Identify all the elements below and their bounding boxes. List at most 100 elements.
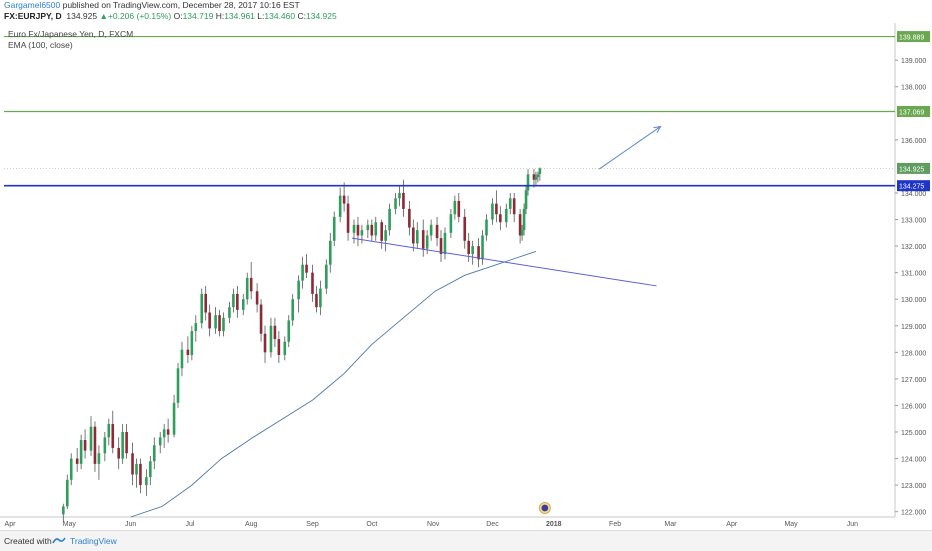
candle-body [325, 264, 328, 289]
candle-body [518, 214, 522, 236]
candle-body [429, 224, 433, 236]
candle-body [287, 320, 291, 342]
candle-body [204, 293, 207, 313]
candle-body [311, 272, 314, 294]
candle-body [103, 437, 107, 454]
candle-body [415, 230, 419, 244]
close-label: C: [297, 11, 307, 21]
candle-body [180, 349, 184, 369]
y-tick-label: 138.000 [901, 85, 926, 92]
candle-body [75, 458, 79, 464]
candle-body [245, 277, 249, 300]
x-tick-label: Feb [609, 521, 621, 528]
candle-body [277, 339, 281, 355]
candle-body [89, 426, 93, 451]
last-price: 134.925 [66, 11, 98, 21]
candle-body [117, 447, 120, 459]
instrument-legend: Euro Fx/Japanese Yen, D, FXCM [8, 29, 134, 39]
level-tag-label: 139.889 [899, 35, 924, 42]
candle-body [522, 208, 526, 231]
candle-body [360, 230, 364, 236]
candle-body [520, 230, 524, 236]
candle-body [97, 453, 101, 464]
x-tick-label: May [63, 521, 77, 528]
candle-body [374, 222, 378, 236]
publish-line: Gargamel6500 published on TradingView.co… [4, 0, 924, 11]
candle-body [111, 424, 115, 448]
candle-body [283, 341, 287, 355]
candle-body [356, 224, 360, 236]
candle-body [172, 402, 176, 435]
author-link[interactable]: Gargamel6500 [4, 0, 61, 10]
candle-body [222, 317, 225, 332]
footer-bar: Created with TradingView [0, 530, 932, 551]
candle-body [249, 277, 253, 292]
candle-body [370, 224, 374, 236]
y-tick-label: 122.000 [901, 510, 926, 517]
candle-body [384, 230, 387, 241]
candle-body [125, 432, 128, 454]
candle-body [121, 432, 124, 459]
candle-body [457, 200, 461, 217]
candle-body [152, 445, 156, 462]
chart-header: Gargamel6500 published on TradingView.co… [4, 0, 924, 22]
x-tick-label: Sep [306, 521, 319, 528]
candle-body [305, 264, 308, 273]
level-tag [897, 180, 930, 192]
candle-body [93, 426, 97, 464]
candle-body [319, 288, 322, 308]
open-value: 134.719 [182, 11, 214, 21]
tradingview-logo-icon [52, 537, 66, 544]
candle-body [471, 246, 474, 255]
candle-body [463, 216, 467, 241]
chart-pane[interactable]: 122.000 123.000 124.000 125.000 126.000 127.0… [0, 23, 932, 530]
tradingview-brand-link[interactable]: TradingView [70, 536, 117, 546]
candle-body [232, 293, 235, 308]
candle-body [139, 463, 142, 486]
candle-body [236, 293, 239, 310]
candle-body [536, 174, 540, 178]
candle-body [228, 307, 231, 318]
candle-body [512, 198, 516, 215]
y-tick-label: 132.000 [901, 244, 926, 251]
y-tick-label: 123.000 [901, 483, 926, 490]
x-tick-label: Jun [125, 521, 136, 528]
created-with-text: Created with [4, 536, 52, 546]
candle-body [107, 424, 111, 438]
y-tick-label: 127.000 [901, 377, 926, 384]
candle-body [439, 238, 443, 255]
candle-body [131, 453, 134, 475]
y-tick-label: 131.000 [901, 271, 926, 278]
candle-body [524, 190, 528, 209]
candle-body [402, 192, 405, 209]
y-tick-label: 125.000 [901, 430, 926, 437]
candle-body [208, 312, 211, 329]
up-arrow-icon: ▲ [99, 11, 108, 21]
candle-body [273, 325, 277, 340]
x-tick-label: May [784, 521, 798, 528]
last-price-tag-label: 134.925 [899, 166, 924, 173]
projection-arrow-head [653, 125, 662, 133]
candle-body [186, 349, 190, 355]
level-tag-label: 134.275 [899, 184, 924, 191]
candle-body [453, 200, 457, 215]
x-tick-label: Apr [5, 521, 17, 528]
candle-body [62, 506, 65, 515]
close-value: 134.925 [306, 11, 337, 21]
candle-body [149, 461, 152, 478]
level-tag [897, 105, 930, 117]
candle-body [190, 331, 194, 355]
candle-body [69, 458, 73, 480]
candle-body [477, 246, 480, 260]
price-chart[interactable]: 122.000 123.000 124.000 125.000 126.000 127.0… [0, 23, 932, 530]
x-tick-label: Jul [185, 521, 194, 528]
candle-body [342, 195, 346, 204]
candle-body [394, 198, 397, 209]
y-tick-label: 130.000 [901, 297, 926, 304]
y-tick-label: 134.000 [901, 191, 926, 198]
candle-body [166, 429, 170, 435]
candle-body [421, 230, 425, 249]
candle-body [241, 299, 245, 310]
candle-body [194, 323, 198, 332]
candle-body [481, 235, 484, 260]
